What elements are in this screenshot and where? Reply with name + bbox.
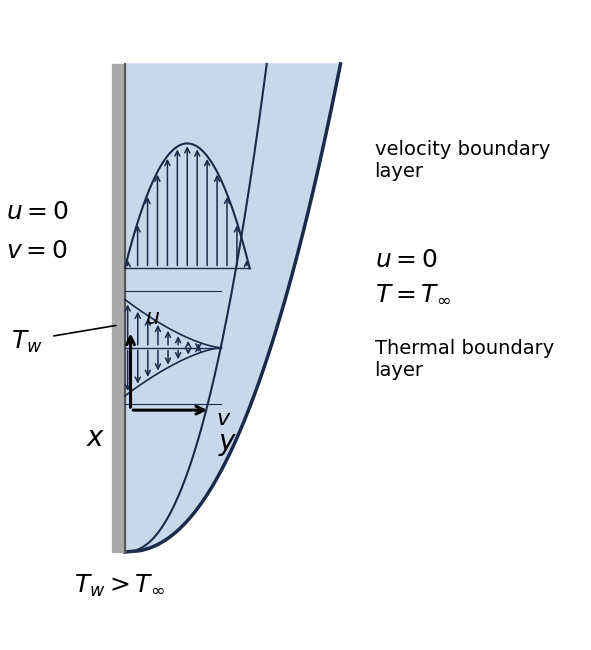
- Text: $u=0$: $u=0$: [6, 200, 69, 224]
- Text: $u$: $u$: [145, 308, 160, 328]
- Text: $u=0$: $u=0$: [375, 248, 437, 272]
- Text: $T_w$: $T_w$: [11, 329, 43, 355]
- Text: $x$: $x$: [86, 424, 105, 452]
- Text: $v=0$: $v=0$: [6, 239, 67, 263]
- Text: Thermal boundary
layer: Thermal boundary layer: [375, 339, 554, 380]
- Text: $T_w > T_\infty$: $T_w > T_\infty$: [74, 573, 165, 599]
- Bar: [112, 64, 125, 552]
- Text: $y$: $y$: [219, 430, 238, 458]
- Text: $T=T_\infty$: $T=T_\infty$: [375, 282, 450, 306]
- Text: $v$: $v$: [216, 409, 231, 428]
- Text: velocity boundary
layer: velocity boundary layer: [375, 140, 550, 181]
- Polygon shape: [125, 64, 340, 552]
